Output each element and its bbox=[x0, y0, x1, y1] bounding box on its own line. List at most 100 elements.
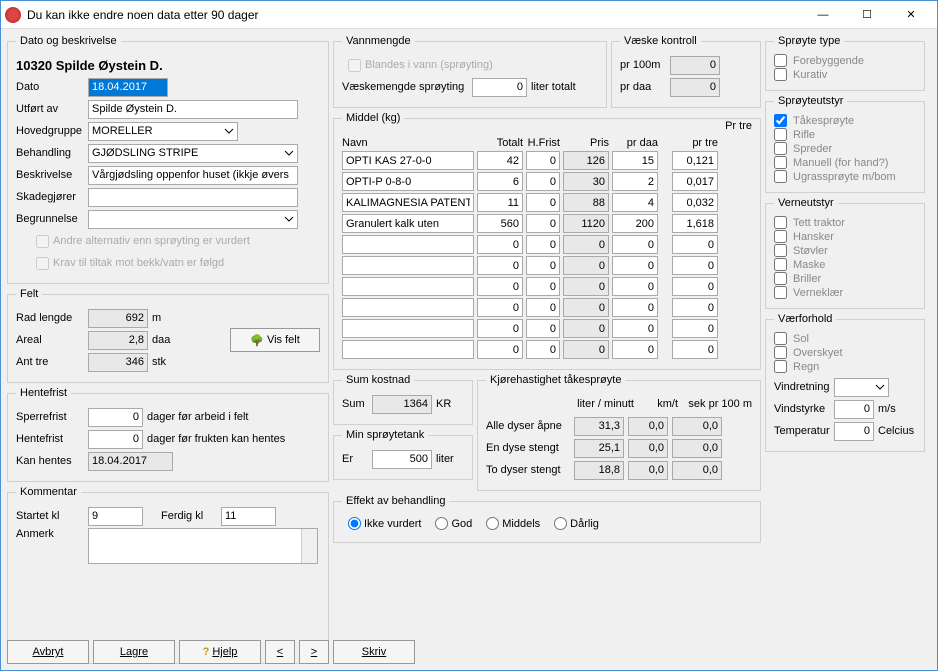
mid-name-input[interactable] bbox=[342, 235, 474, 254]
vr-select[interactable] bbox=[834, 378, 889, 397]
mid-hf-input[interactable] bbox=[526, 340, 560, 359]
sut-o3-check[interactable] bbox=[774, 142, 787, 155]
mid-tot-input[interactable] bbox=[477, 172, 523, 191]
hjelp-button[interactable]: ? Hjelp bbox=[179, 640, 261, 664]
tmp-input[interactable] bbox=[834, 422, 874, 441]
mid-tot-input[interactable] bbox=[477, 256, 523, 275]
sut-o1-check[interactable] bbox=[774, 114, 787, 127]
mid-tot-input[interactable] bbox=[477, 151, 523, 170]
ver-o3-check[interactable] bbox=[774, 244, 787, 257]
visfelt-button[interactable]: 🌳 Vis felt bbox=[230, 328, 320, 352]
mid-daa-input[interactable] bbox=[612, 151, 658, 170]
mid-name-input[interactable] bbox=[342, 319, 474, 338]
mid-name-input[interactable] bbox=[342, 193, 474, 212]
besk-input[interactable] bbox=[88, 166, 298, 185]
vaer-o1-check[interactable] bbox=[774, 332, 787, 345]
ferdig-input[interactable] bbox=[221, 507, 276, 526]
start-input[interactable] bbox=[88, 507, 143, 526]
vs-input[interactable] bbox=[834, 400, 874, 419]
mid-name-input[interactable] bbox=[342, 256, 474, 275]
mid-hf-input[interactable] bbox=[526, 298, 560, 317]
sper-input[interactable] bbox=[88, 408, 143, 427]
er-input[interactable] bbox=[372, 450, 432, 469]
mid-daa-input[interactable] bbox=[612, 340, 658, 359]
mid-hf-input[interactable] bbox=[526, 256, 560, 275]
stype-o2-check[interactable] bbox=[774, 68, 787, 81]
mid-tre-input[interactable] bbox=[672, 277, 718, 296]
mid-name-input[interactable] bbox=[342, 340, 474, 359]
mid-tot-input[interactable] bbox=[477, 235, 523, 254]
mid-hf-input[interactable] bbox=[526, 319, 560, 338]
eff-o2[interactable]: God bbox=[435, 517, 472, 530]
mid-daa-input[interactable] bbox=[612, 193, 658, 212]
next-button[interactable]: > bbox=[299, 640, 329, 664]
minimize-button[interactable]: — bbox=[801, 2, 845, 28]
mid-name-input[interactable] bbox=[342, 151, 474, 170]
utfort-input[interactable] bbox=[88, 100, 298, 119]
begr-select[interactable] bbox=[88, 210, 298, 229]
ver-o2-check[interactable] bbox=[774, 230, 787, 243]
mid-daa-input[interactable] bbox=[612, 256, 658, 275]
mid-tre-input[interactable] bbox=[672, 172, 718, 191]
mid-daa-input[interactable] bbox=[612, 298, 658, 317]
ver-o5-check[interactable] bbox=[774, 272, 787, 285]
vaer-o2-check[interactable] bbox=[774, 346, 787, 359]
vm-input[interactable] bbox=[472, 78, 527, 97]
skad-input[interactable] bbox=[88, 188, 298, 207]
mid-hf-input[interactable] bbox=[526, 151, 560, 170]
mid-tot-input[interactable] bbox=[477, 298, 523, 317]
stype-o1-check[interactable] bbox=[774, 54, 787, 67]
mid-tre-input[interactable] bbox=[672, 214, 718, 233]
mid-daa-input[interactable] bbox=[612, 319, 658, 338]
mid-name-input[interactable] bbox=[342, 298, 474, 317]
mid-tre-input[interactable] bbox=[672, 340, 718, 359]
prev-button[interactable]: < bbox=[265, 640, 295, 664]
mid-tre-input[interactable] bbox=[672, 193, 718, 212]
sut-o4-check[interactable] bbox=[774, 156, 787, 169]
dato-input[interactable] bbox=[88, 78, 168, 97]
avbryt-button[interactable]: Avbryt bbox=[7, 640, 89, 664]
mid-daa-input[interactable] bbox=[612, 277, 658, 296]
ver-o6-check[interactable] bbox=[774, 286, 787, 299]
mid-tot-input[interactable] bbox=[477, 193, 523, 212]
mid-tre-input[interactable] bbox=[672, 256, 718, 275]
mid-hf-input[interactable] bbox=[526, 277, 560, 296]
eff-o3[interactable]: Middels bbox=[486, 517, 540, 530]
mid-tot-input[interactable] bbox=[477, 340, 523, 359]
lagre-button[interactable]: Lagre bbox=[93, 640, 175, 664]
maximize-button[interactable]: ☐ bbox=[845, 2, 889, 28]
mid-name-input[interactable] bbox=[342, 214, 474, 233]
vaer-o3-check[interactable] bbox=[774, 360, 787, 373]
mid-tre-input[interactable] bbox=[672, 151, 718, 170]
eff-o4[interactable]: Dårlig bbox=[554, 517, 599, 530]
sut-o2-check[interactable] bbox=[774, 128, 787, 141]
ver-o1-check[interactable] bbox=[774, 216, 787, 229]
mid-tre-input[interactable] bbox=[672, 235, 718, 254]
beh-select[interactable]: GJØDSLING STRIPE bbox=[88, 144, 298, 163]
mid-hf-input[interactable] bbox=[526, 193, 560, 212]
close-button[interactable]: ✕ bbox=[889, 2, 933, 28]
mid-name-input[interactable] bbox=[342, 277, 474, 296]
sut-o5-check[interactable] bbox=[774, 170, 787, 183]
anm-textarea[interactable] bbox=[88, 528, 318, 564]
eff-o1[interactable]: Ikke vurdert bbox=[348, 517, 421, 530]
mid-hf-input[interactable] bbox=[526, 214, 560, 233]
mid-tot-input[interactable] bbox=[477, 214, 523, 233]
lagre-label: Lagre bbox=[120, 646, 148, 658]
mid-name-input[interactable] bbox=[342, 172, 474, 191]
mid-daa-input[interactable] bbox=[612, 235, 658, 254]
hoved-select[interactable]: MORELLER bbox=[88, 122, 238, 141]
mid-tre-input[interactable] bbox=[672, 298, 718, 317]
mid-tot-input[interactable] bbox=[477, 319, 523, 338]
mid-tot-input[interactable] bbox=[477, 277, 523, 296]
mid-hf-input[interactable] bbox=[526, 235, 560, 254]
ver-o4-check[interactable] bbox=[774, 258, 787, 271]
mid-daa-input[interactable] bbox=[612, 214, 658, 233]
mid-tre-input[interactable] bbox=[672, 319, 718, 338]
mid-hf-input[interactable] bbox=[526, 172, 560, 191]
r2-v1 bbox=[574, 439, 624, 458]
hent-input[interactable] bbox=[88, 430, 143, 449]
skriv-button[interactable]: Skriv bbox=[333, 640, 415, 664]
mid-daa-input[interactable] bbox=[612, 172, 658, 191]
group-kommentar: Kommentar Startet kl Ferdig kl Anmerk bbox=[7, 486, 329, 664]
